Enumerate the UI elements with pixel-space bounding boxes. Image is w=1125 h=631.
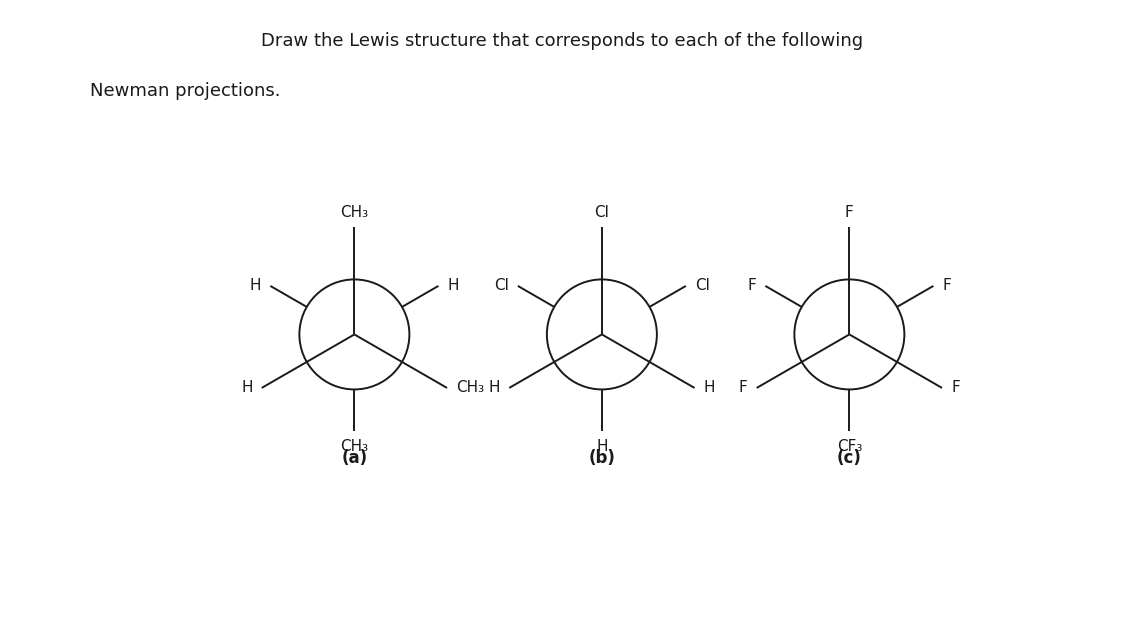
Text: (c): (c) [837, 449, 862, 468]
Text: CF₃: CF₃ [837, 439, 862, 454]
Text: (a): (a) [341, 449, 368, 468]
Text: F: F [748, 278, 756, 293]
Text: CH₃: CH₃ [340, 439, 369, 454]
Text: H: H [448, 278, 459, 293]
Text: (b): (b) [588, 449, 615, 468]
Text: CH₃: CH₃ [340, 205, 369, 220]
Text: F: F [845, 205, 854, 220]
Text: H: H [596, 439, 608, 454]
Text: H: H [250, 278, 261, 293]
Text: Cl: Cl [494, 278, 508, 293]
Text: H: H [241, 380, 253, 396]
Text: H: H [703, 380, 716, 396]
Text: F: F [951, 380, 960, 396]
Text: CH₃: CH₃ [456, 380, 484, 396]
Text: F: F [739, 380, 748, 396]
Text: H: H [488, 380, 501, 396]
Text: Draw the Lewis structure that corresponds to each of the following: Draw the Lewis structure that correspond… [261, 32, 864, 50]
Text: Cl: Cl [594, 205, 610, 220]
Text: F: F [943, 278, 951, 293]
Text: Newman projections.: Newman projections. [90, 82, 280, 100]
Text: Cl: Cl [695, 278, 710, 293]
